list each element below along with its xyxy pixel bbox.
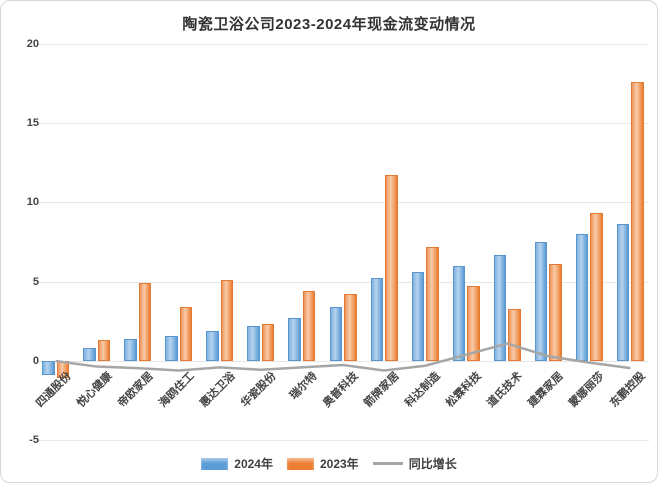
gridline	[37, 202, 649, 204]
bar-2023年	[179, 307, 193, 361]
bar-2023年	[220, 280, 234, 361]
bar-2024年	[452, 265, 466, 361]
bar-2024年	[206, 330, 219, 361]
legend-line-swatch	[372, 462, 403, 465]
bar-2023年	[138, 283, 152, 361]
bar-2023年	[385, 175, 398, 361]
yoy-line	[55, 342, 631, 372]
legend-item-2023: 2023年	[286, 455, 359, 472]
gridline	[37, 440, 649, 442]
bar-2023年	[590, 213, 603, 361]
gridline	[37, 361, 649, 362]
legend-swatch-2024	[201, 457, 229, 470]
gridline	[37, 122, 649, 124]
y-tick-label: 5	[32, 275, 39, 288]
bar-2024年	[370, 278, 384, 361]
legend-label-2024: 2024年	[234, 457, 273, 471]
bar-2023年	[467, 286, 480, 361]
legend-swatch-2023	[286, 457, 314, 470]
legend-label-yoy: 同比增长	[408, 457, 457, 471]
bar-2023年	[344, 294, 357, 361]
gridline	[37, 43, 649, 45]
bar-2024年	[493, 254, 507, 361]
bar-2023年	[261, 324, 275, 361]
y-tick-label: 15	[26, 116, 39, 129]
bar-2023年	[549, 264, 562, 361]
bar-2024年	[124, 338, 137, 361]
legend-label-2023: 2023年	[319, 457, 359, 471]
bar-2023年	[426, 246, 439, 361]
bar-2023年	[302, 291, 316, 361]
bar-2024年	[165, 335, 178, 361]
bar-2024年	[411, 272, 425, 361]
bar-2024年	[616, 224, 630, 361]
bar-2024年	[83, 348, 96, 361]
bar-2024年	[329, 307, 342, 361]
bar-2023年	[631, 81, 644, 361]
y-tick-label: 20	[26, 37, 39, 50]
bar-2024年	[247, 326, 260, 361]
y-tick-label: 10	[26, 196, 39, 209]
chart-title: 陶瓷卫浴公司2023-2024年现金流变动情况	[182, 16, 476, 33]
legend: 2024年 2023年 同比增长	[1, 455, 657, 472]
gridline	[37, 281, 649, 283]
legend-item-2024: 2024年	[201, 455, 273, 472]
y-tick-label: -5	[29, 434, 39, 447]
bar-2024年	[42, 361, 55, 376]
bar-2024年	[534, 241, 548, 361]
bar-2024年	[288, 318, 301, 361]
y-tick-label: 0	[32, 355, 39, 367]
legend-item-yoy: 同比增长	[372, 455, 457, 472]
bar-2023年	[97, 340, 111, 361]
